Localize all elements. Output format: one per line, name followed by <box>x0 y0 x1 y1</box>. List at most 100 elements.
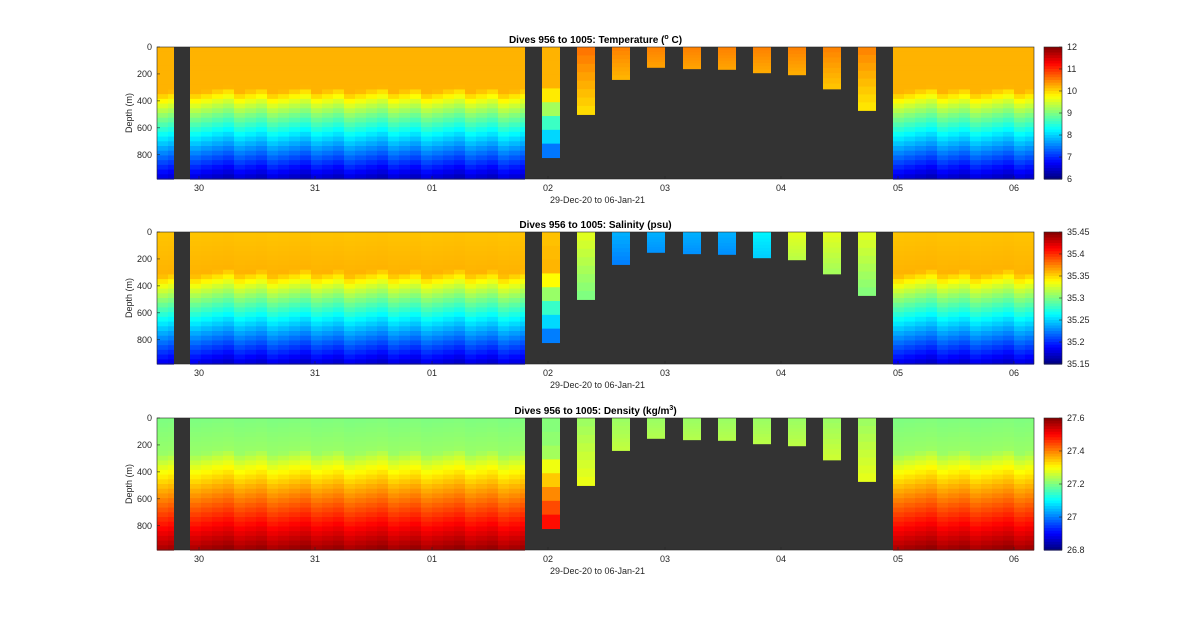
heat-cell <box>300 56 311 62</box>
heat-cell <box>377 113 388 119</box>
heat-cell <box>1025 432 1034 438</box>
heat-cell <box>443 502 454 509</box>
heat-cell <box>289 279 300 285</box>
heat-cell <box>992 265 1003 271</box>
heat-cell <box>355 127 366 133</box>
heat-cell <box>443 122 454 128</box>
heat-cell <box>915 279 926 285</box>
heat-cell <box>355 488 366 495</box>
heat-cell <box>476 298 487 304</box>
heat-cell <box>823 449 841 456</box>
heat-cell <box>300 141 311 147</box>
heat-cell <box>1003 265 1014 271</box>
heat-cell <box>476 335 487 342</box>
heat-cell <box>858 271 876 281</box>
colorbar-segment <box>1044 262 1062 266</box>
heat-cell <box>168 70 174 76</box>
heat-cell <box>904 164 915 171</box>
heat-cell <box>718 429 736 433</box>
heat-cell <box>223 474 234 480</box>
heat-cell <box>168 427 174 433</box>
heat-cell <box>322 535 333 542</box>
heat-cell <box>355 460 366 466</box>
heat-cell <box>904 150 915 157</box>
heat-cell <box>915 331 926 337</box>
y-tick-label: 600 <box>137 123 152 133</box>
heat-cell <box>992 279 1003 285</box>
heat-cell <box>267 146 278 152</box>
heat-cell <box>410 70 421 76</box>
heat-cell <box>1014 460 1025 466</box>
heat-cell <box>915 84 926 91</box>
heat-cell <box>410 484 421 490</box>
heat-cell <box>454 469 465 476</box>
heat-cell <box>377 108 388 114</box>
heat-cell <box>432 136 443 142</box>
heat-cell <box>278 507 289 513</box>
colorbar-segment <box>1044 325 1062 329</box>
x-tick-label: 02 <box>543 183 553 193</box>
heat-cell <box>333 283 344 290</box>
heat-cell <box>1014 169 1025 175</box>
heat-cell <box>1003 298 1014 304</box>
heat-cell <box>992 517 1003 523</box>
heat-cell <box>234 316 245 323</box>
heat-cell <box>245 75 256 81</box>
heat-cell <box>476 484 487 490</box>
heat-cell <box>168 146 174 152</box>
heat-cell <box>212 446 223 452</box>
heat-cell <box>443 174 454 180</box>
heat-cell <box>278 131 289 138</box>
heat-cell <box>212 460 223 466</box>
heat-cell <box>289 160 300 166</box>
heat-cell <box>509 51 520 58</box>
heat-cell <box>289 241 300 247</box>
heat-cell <box>487 302 498 309</box>
heat-cell <box>300 521 311 528</box>
heat-cell <box>454 418 465 424</box>
heat-cell <box>981 103 992 109</box>
profile-column <box>388 47 399 180</box>
heat-cell <box>256 89 267 95</box>
heat-cell <box>937 155 948 161</box>
heat-cell <box>1003 498 1014 504</box>
heat-cell <box>256 160 267 166</box>
heat-cell <box>234 526 245 532</box>
heat-cell <box>992 70 1003 76</box>
heat-cell <box>278 321 289 327</box>
heat-cell <box>753 433 771 438</box>
heat-cell <box>366 174 377 180</box>
heat-cell <box>333 169 344 175</box>
heat-cell <box>157 146 168 152</box>
colorbar-tick-label: 10 <box>1067 86 1077 96</box>
heat-cell <box>454 354 465 360</box>
heat-cell <box>201 232 212 238</box>
heat-cell <box>904 484 915 490</box>
heat-cell <box>366 321 377 327</box>
heat-cell <box>992 117 1003 124</box>
heat-cell <box>926 89 937 95</box>
heat-cell <box>278 56 289 62</box>
heat-cell <box>245 255 256 261</box>
heat-cell <box>344 451 355 457</box>
heat-cell <box>498 432 509 438</box>
heat-cell <box>333 326 344 332</box>
heat-cell <box>289 326 300 332</box>
heat-cell <box>1014 293 1025 299</box>
heat-cell <box>201 75 212 81</box>
heat-cell <box>753 244 771 249</box>
heat-cell <box>355 479 366 485</box>
heat-cell <box>388 269 399 276</box>
heat-cell <box>937 436 948 443</box>
heat-cell <box>926 340 937 346</box>
heat-cell <box>577 72 595 82</box>
heat-cell <box>399 146 410 152</box>
heat-cell <box>212 349 223 356</box>
heat-cell <box>443 279 454 285</box>
heat-cell <box>157 432 168 438</box>
heat-cell <box>520 498 525 504</box>
heat-cell <box>212 331 223 337</box>
heat-cell <box>421 507 432 513</box>
heat-cell <box>157 441 168 447</box>
heat-cell <box>366 84 377 91</box>
